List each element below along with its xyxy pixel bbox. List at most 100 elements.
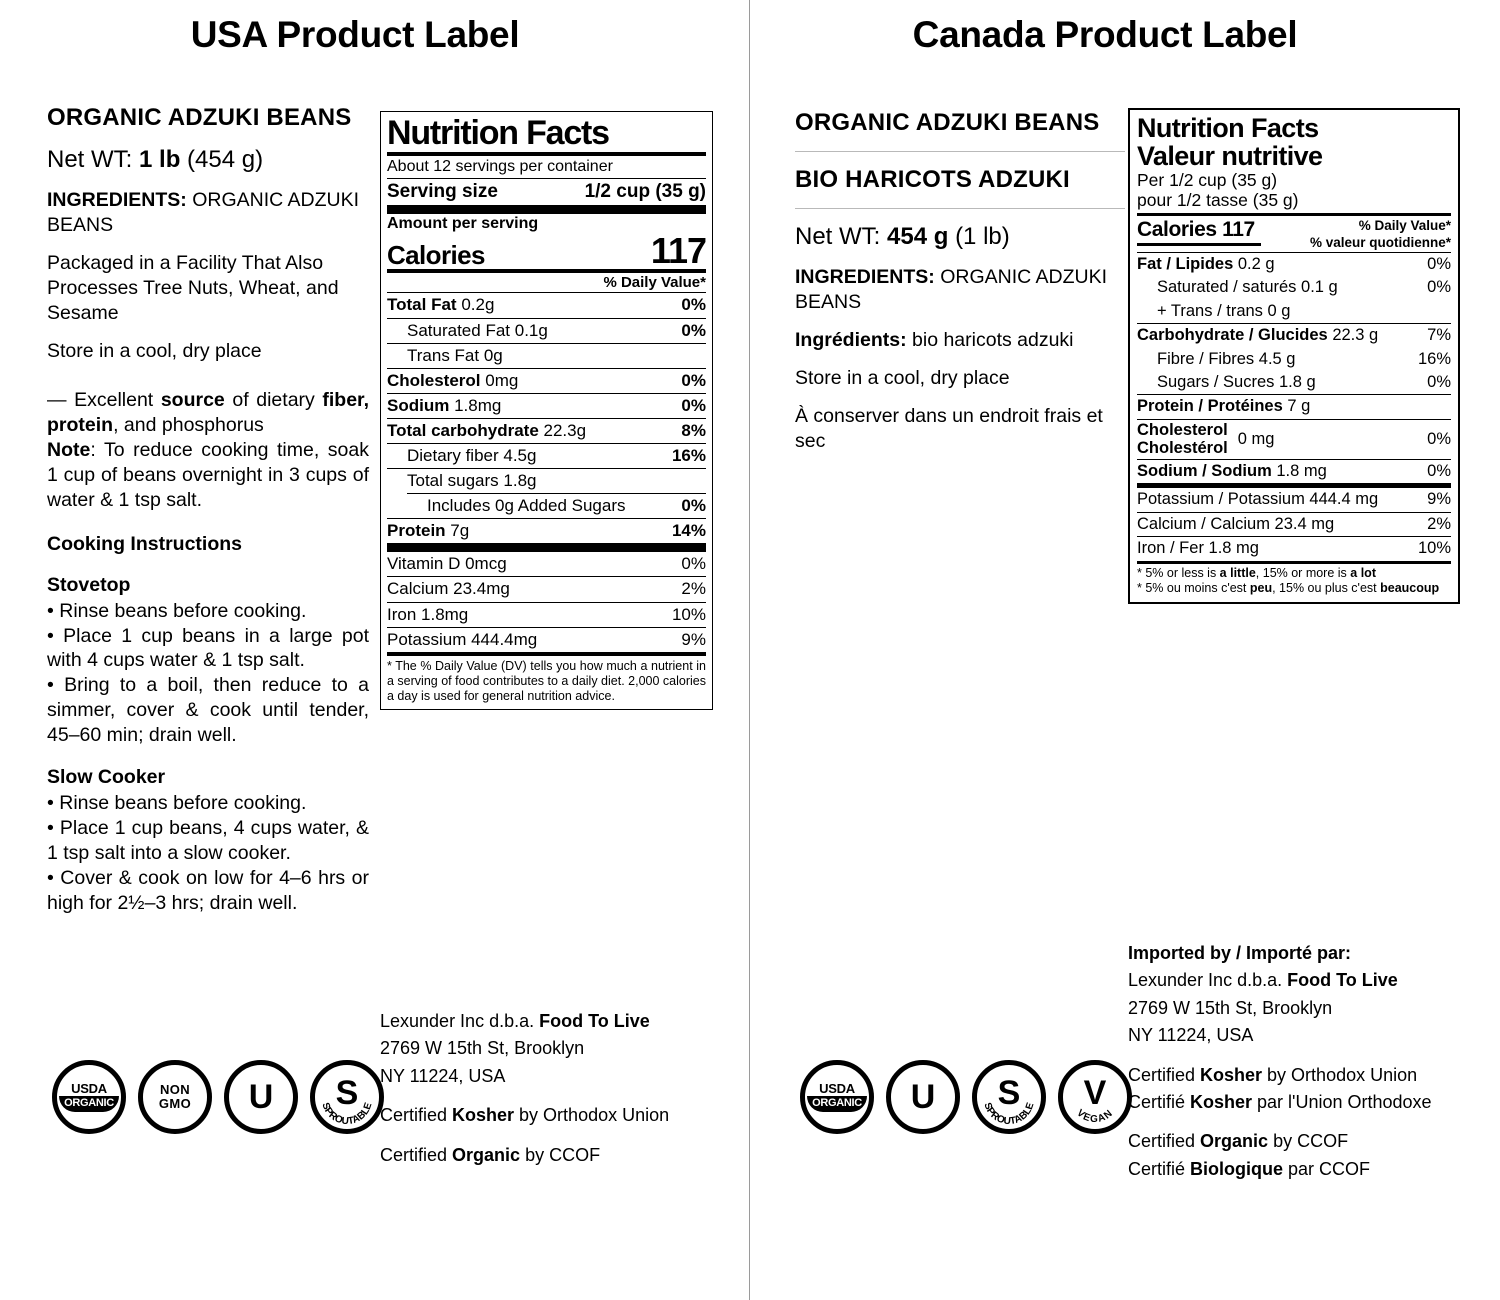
nutrient-row: Cholesterol 0mg 0% [387, 369, 706, 393]
canada-net-weight-main: 454 g [887, 223, 949, 251]
micronutrient-label: Calcium 23.4mg [387, 579, 510, 599]
usa-ingredients: INGREDIENTS: ORGANIC ADZUKI BEANS [47, 188, 369, 238]
canada-product-name-fr: BIO HARICOTS ADZUKI [795, 166, 1070, 194]
nutrient-row: Includes 0g Added Sugars 0% [387, 494, 706, 518]
canada-nutrient-value: 0.2 g [1237, 254, 1275, 273]
amount-per-serving: Amount per serving [387, 215, 539, 233]
canada-page-title: Canada Product Label [912, 14, 1298, 55]
canada-nutrient-dv: 0% [1427, 278, 1451, 297]
nutrient-dv: 14% [671, 521, 706, 541]
usa-address-line-1: 2769 W 15th St, Brooklyn [380, 1038, 585, 1059]
canada-imported-by: Imported by / Importé par: [1128, 942, 1458, 965]
micronutrient-row: Calcium 23.4mg 2% [387, 577, 706, 601]
canada-micronutrient-label: Iron / Fer 1.8 mg [1137, 539, 1259, 558]
list-item: • Bring to a boil, then reduce to a simm… [47, 674, 369, 747]
canada-footnote-fr-b: peu [1249, 581, 1273, 596]
nutrient-label: Trans Fat [407, 345, 480, 365]
kosher-u-letter: U [248, 1078, 274, 1116]
nutrient-dv: 0% [681, 320, 706, 340]
nutrient-row: Sodium 1.8mg 0% [387, 394, 706, 418]
usa-company-name: Food To Live [539, 1011, 650, 1031]
usa-net-weight-label: Net WT: [47, 146, 133, 174]
canada-dv-header-en: % Daily Value* [1358, 218, 1451, 234]
canada-cholesterol-label-fr: Cholestérol [1137, 439, 1228, 458]
kosher-u-letter: U [910, 1078, 936, 1116]
canada-micronutrient-row: Calcium / Calcium 23.4 mg 2% [1137, 513, 1451, 536]
nutrient-dv: 0% [681, 295, 706, 315]
canada-micronutrient-row: Potassium / Potassium 444.4 mg 9% [1137, 488, 1451, 511]
list-item: • Rinse beans before cooking. [47, 792, 307, 815]
canada-cholesterol-row: Cholesterol Cholestérol 0 mg 0% [1137, 420, 1451, 459]
micronutrient-row: Vitamin D 0mcg 0% [387, 552, 706, 576]
nutrient-label: Protein [387, 521, 446, 541]
canada-footnote-fr-a: * 5% ou moins c'est [1137, 581, 1250, 596]
canada-ingredients-label: INGREDIENTS: [795, 266, 935, 289]
usa-net-weight-main: 1 lb [139, 146, 181, 174]
usa-organic-post: by CCOF [520, 1144, 601, 1165]
nutrient-dv: 0% [681, 496, 706, 516]
canada-net-weight-alt: (1 lb) [955, 223, 1010, 251]
micronutrient-row: Iron 1.8mg 10% [387, 603, 706, 627]
micronutrient-row: Potassium 444.4mg 9% [387, 628, 706, 652]
usa-slowcooker-heading: Slow Cooker [47, 766, 166, 789]
canada-nutrient-label: Fibre / Fibres [1157, 349, 1255, 368]
canada-nutrient-label: Sugars / Sucres [1157, 372, 1275, 391]
canada-per-serving-fr: pour 1/2 tasse (35 g) [1137, 190, 1299, 211]
canada-nutrient-row: Saturated / saturés 0.1 g 0% [1137, 276, 1451, 299]
canada-kosher-post: by Orthodox Union [1262, 1064, 1418, 1085]
canada-nutrient-dv: 16% [1417, 349, 1451, 368]
nutrient-label: Includes 0g Added Sugars [427, 496, 626, 516]
canada-footnote-en-a: * 5% or less is [1137, 565, 1220, 580]
canada-ingredients-value: ORGANIC ADZUKI BEANS [795, 266, 1108, 314]
canada-company-prefix: Lexunder Inc d.b.a. [1128, 970, 1288, 991]
canada-nutrient-row: + Trans / trans 0 g [1137, 300, 1451, 323]
usa-kosher-post: by Orthodox Union [514, 1105, 670, 1126]
usa-certification-badges: USDA ORGANIC NON GMO U [52, 1060, 384, 1134]
usa-ingredients-label: INGREDIENTS: [47, 189, 187, 212]
usa-organic-pre: Certified [380, 1144, 453, 1165]
nutrient-value: 7g [450, 521, 470, 541]
usa-label-column: USA Product Label ORGANIC ADZUKI BEANS N… [0, 0, 713, 1300]
usda-organic-icon: USDA ORGANIC [800, 1060, 874, 1134]
nutrient-value: 0.2g [461, 295, 495, 315]
usa-organic-bold: Organic [452, 1144, 521, 1165]
canada-micronutrient-row: Iron / Fer 1.8 mg 10% [1137, 537, 1451, 560]
canada-organic-bold: Organic [1200, 1131, 1269, 1152]
usa-kosher-bold: Kosher [452, 1105, 515, 1126]
usa-page-title: USA Product Label [190, 14, 520, 55]
canada-net-weight: Net WT: 454 g (1 lb) [795, 223, 1125, 252]
canada-per-serving-en: Per 1/2 cup (35 g) [1137, 170, 1278, 191]
canada-kosher-cert-en: Certified Kosher by Orthodox Union [1128, 1064, 1458, 1087]
canada-divider-2 [795, 208, 1125, 210]
canada-calories-label: Calories 117 [1137, 218, 1261, 247]
canada-organic-fr-bold: Biologique [1190, 1158, 1284, 1179]
nutrient-value: 22.3g [543, 420, 587, 440]
list-item: • Place 1 cup beans, 4 cups water, & 1 t… [47, 817, 369, 865]
svg-text:VEGAN: VEGAN [1074, 1108, 1115, 1125]
usa-organic-cert: Certified Organic by CCOF [380, 1144, 700, 1167]
canada-nutrition-facts-panel: Nutrition Facts Valeur nutritive Per 1/2… [1128, 108, 1460, 604]
canada-nutrient-value: 7 g [1287, 397, 1311, 416]
sproutable-letter: S [997, 1074, 1021, 1112]
micronutrient-dv: 0% [681, 554, 706, 574]
canada-sodium-label: Sodium / Sodium [1137, 461, 1272, 480]
usa-kosher-cert: Certified Kosher by Orthodox Union [380, 1104, 700, 1127]
sproutable-arc-text: SPROUTABLE [315, 1065, 379, 1129]
canada-kosher-cert-fr: Certifié Kosher par l'Union Orthodoxe [1128, 1091, 1458, 1114]
usa-claim-suffix: , and phosphorus [113, 413, 264, 436]
canada-nutrient-label: Saturated / saturés [1157, 278, 1297, 297]
canada-ingredients-value-fr: bio haricots adzuki [912, 328, 1074, 351]
serving-size-label: Serving size [387, 181, 498, 203]
canada-address-line-2: NY 11224, USA [1128, 1025, 1254, 1046]
nutrient-row: Total carbohydrate 22.3g 8% [387, 419, 706, 443]
canada-kosher-fr-bold: Kosher [1190, 1091, 1253, 1112]
nutrient-row: Protein 7g 14% [387, 519, 706, 543]
servings-per-container: About 12 servings per container [387, 158, 613, 175]
usda-organic-bottom-text: ORGANIC [59, 1095, 119, 1113]
canada-organic-pre: Certified [1128, 1131, 1201, 1152]
canada-nutrient-row: Protein / Protéines 7 g [1137, 395, 1451, 418]
usa-claim-prefix: — Excellent [47, 388, 161, 411]
canada-kosher-fr-pre: Certifié [1128, 1091, 1191, 1112]
canada-nutrient-label: Protein / Protéines [1137, 397, 1283, 416]
